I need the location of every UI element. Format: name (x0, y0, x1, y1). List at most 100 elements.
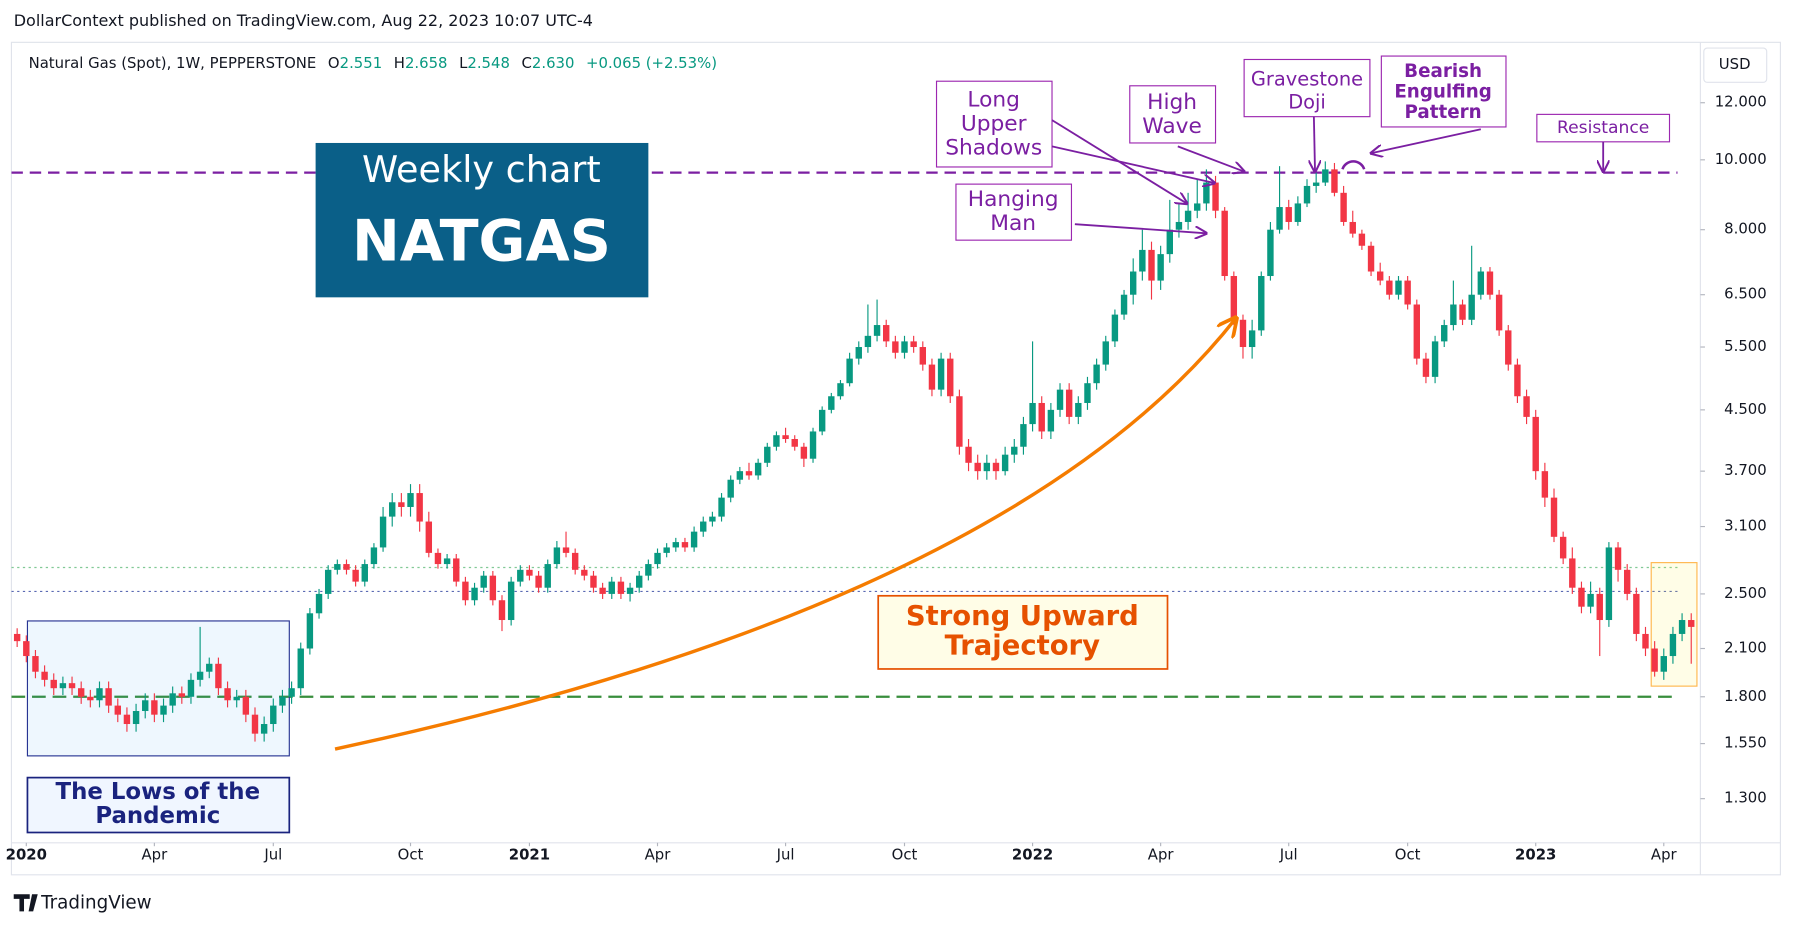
candle-body (1130, 271, 1137, 295)
candle-body (59, 683, 67, 689)
x-tick-label: Oct (892, 845, 918, 863)
annotation: Engulfing (1394, 82, 1492, 103)
candle-body (471, 587, 478, 601)
candle-body (581, 569, 588, 576)
candle-body (1056, 389, 1064, 410)
candle-body (754, 462, 762, 476)
candle-body (764, 446, 771, 463)
candle-body (782, 435, 789, 440)
title-box (315, 142, 649, 298)
candle-body (1340, 192, 1347, 222)
candle-body (599, 587, 606, 594)
candle-body (983, 462, 991, 472)
candle-body (434, 552, 442, 565)
candle-body (1322, 169, 1329, 183)
annotation: Wave (1142, 114, 1202, 139)
candle-body (279, 696, 286, 706)
y-tick-label: 5.500 (1724, 337, 1767, 355)
candle-body (709, 516, 716, 522)
y-tick-label: 1.800 (1724, 687, 1767, 705)
annotation: Hanging (968, 187, 1059, 212)
candle-body (41, 671, 48, 680)
candle-body (773, 435, 780, 447)
candle-body (324, 569, 332, 594)
candle-body (270, 705, 277, 725)
candle-body (151, 700, 158, 715)
candle-body (251, 714, 259, 734)
candle-body (1194, 203, 1201, 211)
candle-body (1203, 182, 1210, 204)
candle-body (892, 341, 899, 353)
y-tick-label: 1.550 (1724, 734, 1767, 752)
candle-body (196, 671, 204, 680)
candle-body (901, 341, 908, 353)
candle-body (571, 552, 579, 570)
candle-body (535, 575, 542, 588)
candle-body (425, 521, 433, 553)
candle-body (68, 683, 76, 689)
candle-body (1550, 497, 1558, 537)
candle-body (800, 446, 808, 459)
annotation-arrows (1051, 116, 1603, 234)
candle-body (1376, 271, 1384, 281)
candle-body (1468, 294, 1475, 320)
candle-body (1020, 424, 1027, 447)
candle-body (1688, 620, 1695, 627)
y-tick-label: 8.000 (1724, 220, 1767, 238)
candle-body (837, 383, 844, 397)
footer: TradingView (40, 892, 152, 913)
x-tick-label: 2021 (509, 845, 550, 863)
candle-body (1276, 207, 1283, 230)
y-tick-label: 3.700 (1724, 461, 1767, 479)
candle-body (590, 575, 597, 588)
symbol: Natural Gas (Spot), 1W, PEPPERSTONE (29, 54, 317, 72)
annotation: Pandemic (95, 803, 220, 829)
candle-body (928, 364, 936, 390)
y-tick-label: 2.100 (1724, 639, 1767, 657)
o-value: 2.551 (340, 54, 383, 72)
candle-body (233, 696, 240, 701)
levels (11, 171, 1678, 698)
annotation: Upper (961, 112, 1027, 137)
candle-body (1303, 185, 1311, 204)
currency-box[interactable] (1703, 47, 1768, 83)
candle-body (507, 581, 515, 621)
candle-body (791, 439, 798, 447)
y-tick-label: 6.500 (1724, 285, 1767, 303)
candle-body (178, 693, 186, 697)
annotation: Shadows (945, 136, 1042, 161)
annotation-box (1380, 55, 1507, 128)
candle-body (965, 446, 972, 463)
candle-body (672, 542, 680, 548)
l-value: 2.548 (467, 54, 510, 72)
candle-body (1075, 402, 1082, 417)
candle-body (315, 593, 323, 614)
x-tick-label: Jul (263, 845, 282, 863)
candle-body (1386, 280, 1393, 295)
candle-body (1669, 633, 1677, 657)
candle-body (1614, 547, 1622, 570)
arrow (1371, 128, 1482, 153)
candle-body (1047, 409, 1055, 432)
candle-body (1514, 364, 1521, 397)
candle-body (443, 558, 451, 565)
candle-body (1258, 276, 1265, 331)
candle-body (1148, 249, 1155, 281)
candle-body (114, 705, 121, 715)
candle-body (169, 693, 176, 706)
candle-body (50, 679, 57, 689)
candle-body (123, 714, 131, 725)
candle-body (489, 575, 497, 601)
title: NATGAS (352, 208, 611, 274)
candle-body (645, 564, 652, 576)
chart-frame (10, 41, 1781, 876)
candles (13, 161, 1695, 742)
y-tick-label: 4.500 (1724, 400, 1767, 418)
annotation: Doji (1288, 90, 1326, 113)
candle-body (517, 569, 524, 582)
candle-body (1358, 233, 1366, 246)
candle-body (974, 462, 981, 472)
annotation: Resistance (1557, 118, 1649, 138)
